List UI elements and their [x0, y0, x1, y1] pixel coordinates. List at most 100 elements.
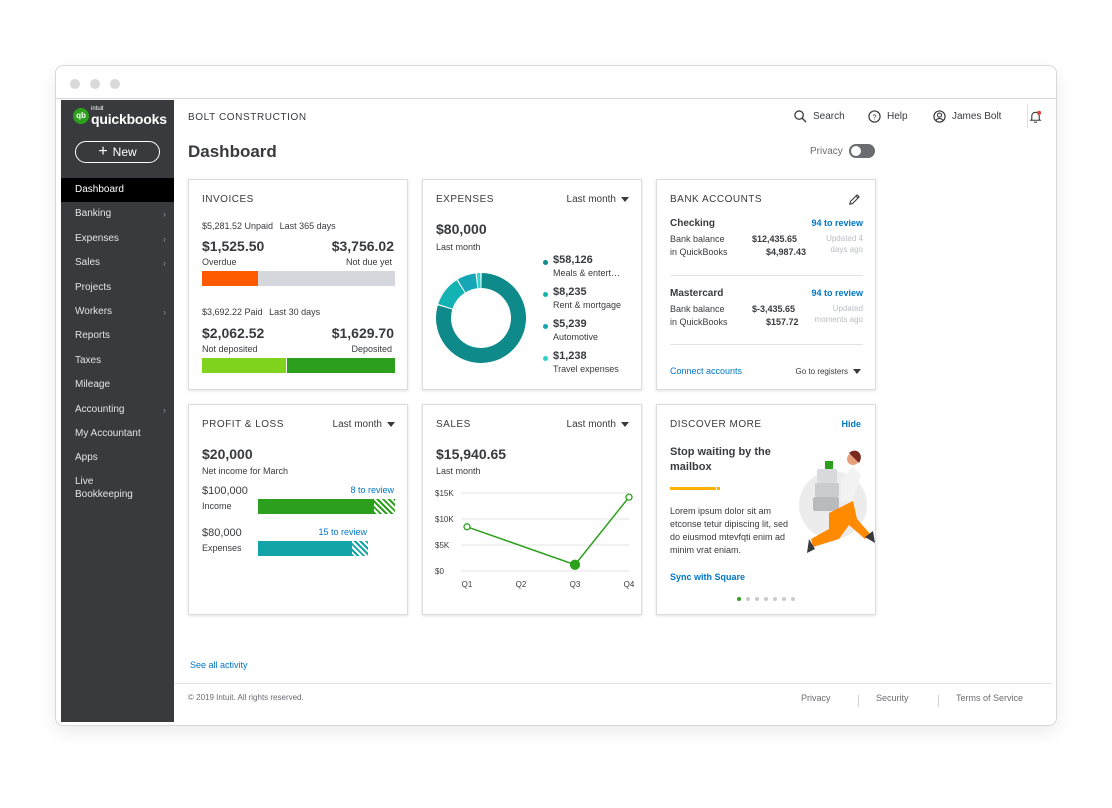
- expenses-card[interactable]: EXPENSES Last month $80,000 Last month $…: [422, 179, 642, 390]
- user-name: James Bolt: [952, 111, 1002, 122]
- sidebar-item-dashboard[interactable]: Dashboard: [61, 178, 174, 203]
- invoices-card[interactable]: INVOICES $5,281.52 Unpaid Last 365 days …: [188, 179, 408, 390]
- bank-account-row[interactable]: Checking 94 to review Bank balance $12,435.…: [670, 218, 863, 280]
- donut-slice[interactable]: [457, 273, 478, 293]
- expenses-legend: $58,126 Meals & entert… $8,235 Rent & mortg…: [541, 254, 641, 382]
- quickbooks-balance-value: $4,987.43: [766, 247, 807, 257]
- sales-data-point[interactable]: [625, 493, 633, 501]
- window-titlebar: [56, 66, 1056, 99]
- overdue-bar-segment[interactable]: [202, 271, 258, 286]
- sidebar-item-my-accountant[interactable]: My Accountant: [61, 422, 174, 446]
- notifications-button[interactable]: [1029, 110, 1042, 124]
- chevron-right-icon: ›: [163, 258, 166, 269]
- paid-bar[interactable]: [202, 358, 395, 373]
- expenses-review-link[interactable]: 15 to review: [318, 527, 367, 537]
- sales-series-line: [466, 496, 630, 566]
- sidebar-item-label: Banking: [75, 208, 112, 220]
- carousel-dots: [737, 597, 795, 601]
- privacy-toggle-group: Privacy: [810, 144, 875, 158]
- bank-account-row[interactable]: Mastercard 94 to review Bank balance $-3,43…: [670, 288, 863, 350]
- carousel-dot[interactable]: [764, 597, 768, 601]
- privacy-toggle[interactable]: [848, 144, 875, 158]
- unpaid-bar[interactable]: [202, 271, 395, 286]
- divider: [670, 275, 863, 276]
- window-dot-close[interactable]: [70, 79, 80, 89]
- sidebar-item-apps[interactable]: Apps: [61, 446, 174, 470]
- sales-data-point[interactable]: [569, 559, 581, 570]
- notdeposited-bar-segment[interactable]: [202, 358, 287, 373]
- expense-legend-item[interactable]: $1,238 Travel expenses: [541, 350, 641, 382]
- go-to-registers-dropdown[interactable]: Go to registers: [796, 367, 861, 376]
- sidebar-item-expenses[interactable]: Expenses ›: [61, 227, 174, 251]
- sidebar-item-banking[interactable]: Banking ›: [61, 202, 174, 226]
- sales-card[interactable]: SALES Last month $15,940.65 Last month $…: [422, 404, 642, 615]
- sidebar-item-taxes[interactable]: Taxes: [61, 349, 174, 373]
- overdue-label: Overdue: [202, 257, 237, 267]
- income-bar[interactable]: [258, 499, 395, 514]
- sales-period-dropdown[interactable]: Last month: [567, 419, 629, 430]
- expenses-donut-chart[interactable]: [435, 272, 527, 364]
- hide-link[interactable]: Hide: [841, 419, 861, 429]
- carousel-dot[interactable]: [782, 597, 786, 601]
- connect-accounts-link[interactable]: Connect accounts: [670, 366, 743, 376]
- carousel-dot[interactable]: [791, 597, 795, 601]
- expense-legend-item[interactable]: $5,239 Automotive: [541, 318, 641, 350]
- help-link[interactable]: ? Help: [868, 110, 908, 123]
- expenses-period-dropdown[interactable]: Last month: [567, 194, 629, 205]
- footer-privacy-link[interactable]: Privacy: [801, 693, 831, 703]
- sidebar-item-mileage[interactable]: Mileage: [61, 373, 174, 397]
- review-link[interactable]: 94 to review: [811, 288, 863, 298]
- sidebar-item-sales[interactable]: Sales ›: [61, 251, 174, 275]
- footer-terms-link[interactable]: Terms of Service: [956, 693, 1024, 703]
- search-link[interactable]: Search: [794, 110, 845, 123]
- discover-more-card[interactable]: DISCOVER MORE Hide Stop waiting by the m…: [656, 404, 876, 615]
- unpaid-total: $5,281.52 Unpaid: [202, 221, 274, 231]
- window-dot-maximize[interactable]: [110, 79, 120, 89]
- carousel-dot[interactable]: [737, 597, 741, 601]
- sidebar-item-accounting[interactable]: Accounting ›: [61, 398, 174, 422]
- footer-separator: [938, 695, 939, 707]
- quickbooks-balance-label: in QuickBooks: [670, 247, 728, 257]
- see-all-activity-link[interactable]: See all activity: [190, 660, 248, 670]
- sidebar-item-live-bookkeeping[interactable]: Live Bookkeeping: [61, 471, 174, 503]
- quickbooks-balance-label: in QuickBooks: [670, 317, 728, 327]
- expense-legend-item[interactable]: $58,126 Meals & entert…: [541, 254, 641, 286]
- help-icon: ?: [868, 110, 881, 123]
- carousel-dot[interactable]: [773, 597, 777, 601]
- expense-category: Travel expenses: [553, 364, 619, 374]
- pnl-period-dropdown[interactable]: Last month: [333, 419, 395, 430]
- y-tick-label: $0: [435, 567, 444, 576]
- profit-loss-card[interactable]: PROFIT & LOSS Last month $20,000 Net inc…: [188, 404, 408, 615]
- sales-data-point[interactable]: [463, 523, 471, 531]
- income-review-link[interactable]: 8 to review: [350, 485, 394, 495]
- sync-with-square-link[interactable]: Sync with Square: [670, 572, 746, 582]
- expense-legend-item[interactable]: $8,235 Rent & mortgage: [541, 286, 641, 318]
- chevron-right-icon: ›: [163, 209, 166, 220]
- sidebar-item-projects[interactable]: Projects: [61, 276, 174, 300]
- x-tick-label: Q1: [462, 580, 473, 589]
- sidebar: qb intuit quickbooks + New Dashboard Bank…: [61, 100, 174, 722]
- footer-security-link[interactable]: Security: [876, 693, 909, 703]
- pnl-expenses-bar[interactable]: [258, 541, 368, 556]
- sidebar-item-workers[interactable]: Workers ›: [61, 300, 174, 324]
- donut-slice[interactable]: [476, 273, 481, 289]
- discover-title: DISCOVER MORE: [670, 419, 762, 430]
- pencil-icon[interactable]: [848, 193, 861, 206]
- quickbooks-logo[interactable]: qb intuit quickbooks: [73, 106, 173, 128]
- sidebar-item-reports[interactable]: Reports: [61, 324, 174, 348]
- user-menu[interactable]: James Bolt: [933, 110, 1001, 123]
- sales-line-chart[interactable]: $0 $5K $10K $15K Q1 Q2 Q3 Q4: [423, 485, 643, 595]
- page-title: Dashboard: [188, 142, 277, 161]
- donut-slice[interactable]: [438, 280, 465, 309]
- window-dot-minimize[interactable]: [90, 79, 100, 89]
- x-tick-label: Q3: [570, 580, 581, 589]
- donut-slice[interactable]: [436, 273, 526, 363]
- new-button[interactable]: + New: [75, 141, 160, 163]
- legend-dot-icon: [543, 356, 548, 361]
- carousel-dot[interactable]: [755, 597, 759, 601]
- carousel-dot[interactable]: [746, 597, 750, 601]
- notdue-label: Not due yet: [345, 257, 392, 267]
- bank-accounts-card[interactable]: BANK ACCOUNTS Checking 94 to review Bank b…: [656, 179, 876, 390]
- review-link[interactable]: 94 to review: [811, 218, 863, 228]
- caret-down-icon: [853, 369, 861, 374]
